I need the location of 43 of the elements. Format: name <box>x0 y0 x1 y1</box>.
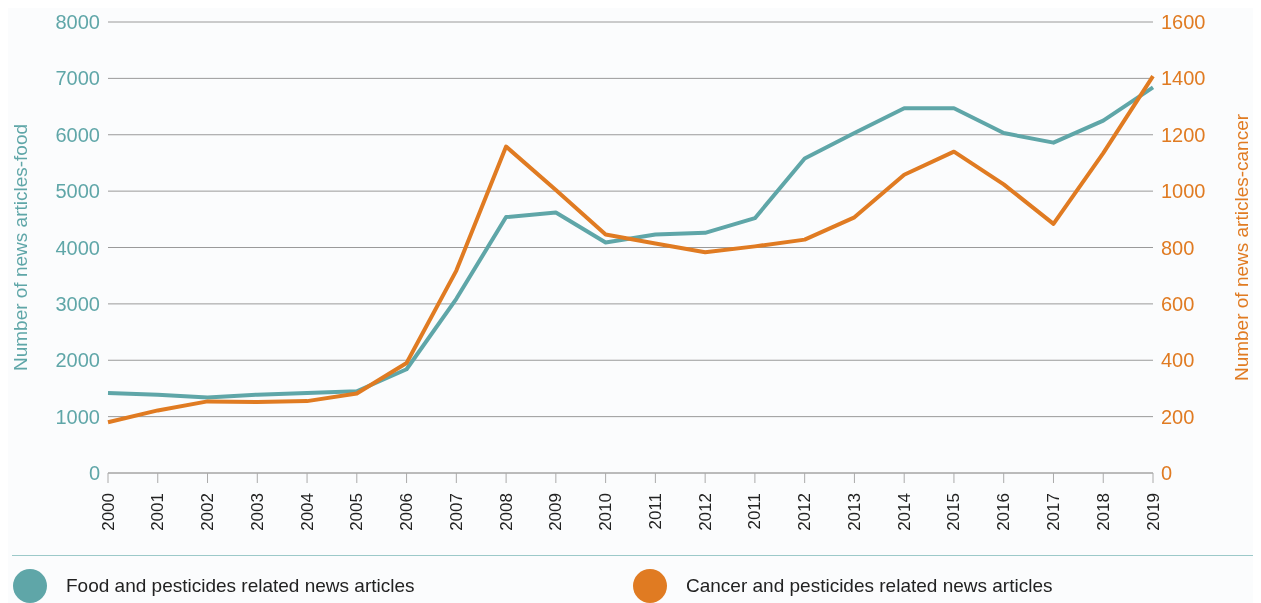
y-tick-label: 1000 <box>55 405 100 428</box>
x-tick-label: 2008 <box>496 493 516 531</box>
y2-tick-label: 800 <box>1161 236 1195 259</box>
y-tick-label: 7000 <box>55 67 100 90</box>
x-tick-label: 2011 <box>745 493 765 530</box>
x-tick-label: 2016 <box>994 493 1014 531</box>
x-tick-label: 2012 <box>695 493 715 531</box>
y-axis-title: Number of news articles-food <box>9 123 31 372</box>
x-tick-label: 2015 <box>944 493 964 531</box>
y2-axis-title: Number of news articles-cancer <box>1230 113 1252 382</box>
y2-tick-label: 600 <box>1161 292 1195 315</box>
y2-tick-label: 1400 <box>1161 67 1206 90</box>
x-tick-label: 2004 <box>297 493 317 531</box>
x-tick-label: 2003 <box>247 493 267 531</box>
y2-tick-label: 1600 <box>1161 11 1206 34</box>
y2-tick-label: 1200 <box>1161 123 1206 146</box>
x-tick-label: 2007 <box>446 493 466 531</box>
y2-tick-label: 0 <box>1161 462 1173 485</box>
x-tick-label: 2006 <box>397 493 417 531</box>
y-tick-label: 0 <box>88 462 100 485</box>
y-tick-label: 8000 <box>55 11 100 34</box>
y-tick-label: 2000 <box>55 349 100 372</box>
legend-label: Food and pesticides related news articles <box>66 575 415 597</box>
x-tick-label: 2018 <box>1093 493 1113 531</box>
y-tick-label: 5000 <box>55 180 100 203</box>
x-tick-label: 2001 <box>148 493 168 531</box>
y-tick-label: 3000 <box>55 292 100 315</box>
x-tick-label: 2013 <box>844 493 864 531</box>
x-tick-label: 2011 <box>645 493 665 530</box>
x-tick-label: 2010 <box>596 493 616 531</box>
legend-label: Cancer and pesticides related news articles <box>686 575 1053 597</box>
y2-tick-label: 200 <box>1161 405 1195 428</box>
x-tick-label: 2005 <box>347 493 367 531</box>
y2-tick-label: 1000 <box>1161 180 1206 203</box>
x-tick-label: 2014 <box>894 493 914 531</box>
y-tick-label: 4000 <box>55 236 100 259</box>
y2-tick-label: 400 <box>1161 349 1195 372</box>
y-tick-label: 6000 <box>55 123 100 146</box>
x-tick-label: 2009 <box>546 493 566 531</box>
x-tick-label: 2012 <box>795 493 815 531</box>
x-tick-label: 2019 <box>1143 493 1163 531</box>
x-tick-label: 2002 <box>198 493 218 531</box>
x-tick-label: 2017 <box>1043 493 1063 531</box>
